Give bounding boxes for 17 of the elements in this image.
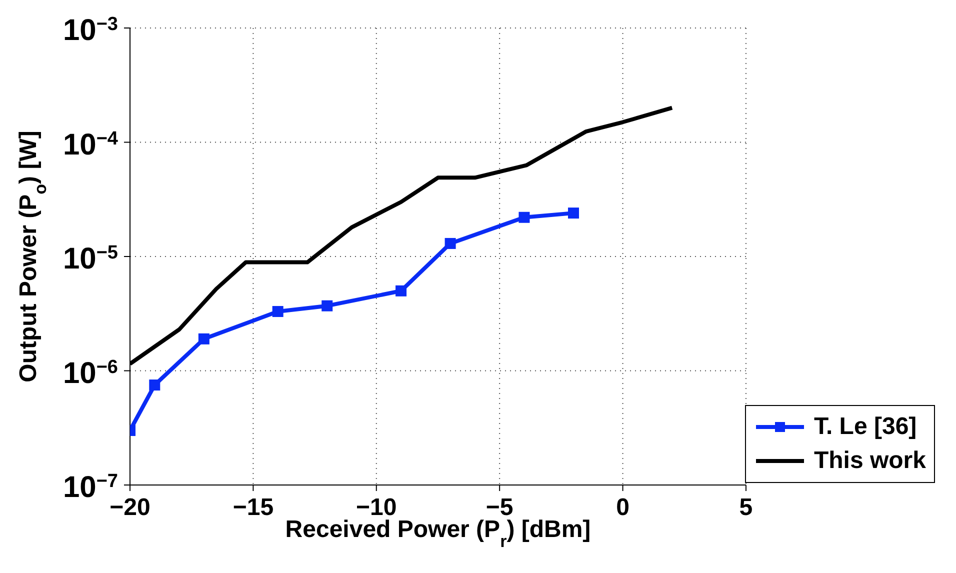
legend-label: This work: [814, 446, 926, 476]
legend-label: T. Le [36]: [814, 412, 917, 442]
point: [198, 333, 210, 344]
point: [444, 238, 456, 249]
x-tick-label: −15: [232, 494, 274, 521]
y-tick-label: 10$^{−6}$: [62, 356, 118, 390]
x-tick-label: 5: [739, 494, 753, 521]
point: [518, 212, 530, 223]
point: [149, 380, 160, 391]
y-tick-label: 10$^{−4}$: [62, 128, 118, 162]
point: [272, 306, 284, 318]
point: [322, 300, 333, 312]
x-tick-label: 0: [616, 494, 630, 521]
point: [568, 208, 579, 219]
y-tick-label: 10$^{−5}$: [62, 242, 118, 276]
point: [396, 285, 407, 296]
y-tick-label: 10$^{−3}$: [62, 14, 118, 47]
